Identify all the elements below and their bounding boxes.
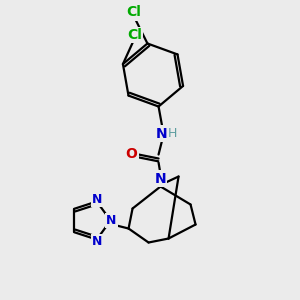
Text: H: H xyxy=(168,127,177,140)
Text: N: N xyxy=(92,193,102,206)
Text: Cl: Cl xyxy=(128,28,142,42)
Text: N: N xyxy=(92,235,102,248)
Text: N: N xyxy=(155,172,167,185)
Text: N: N xyxy=(106,214,117,227)
Text: Cl: Cl xyxy=(126,5,141,20)
Text: O: O xyxy=(126,146,137,161)
Text: N: N xyxy=(156,127,167,140)
